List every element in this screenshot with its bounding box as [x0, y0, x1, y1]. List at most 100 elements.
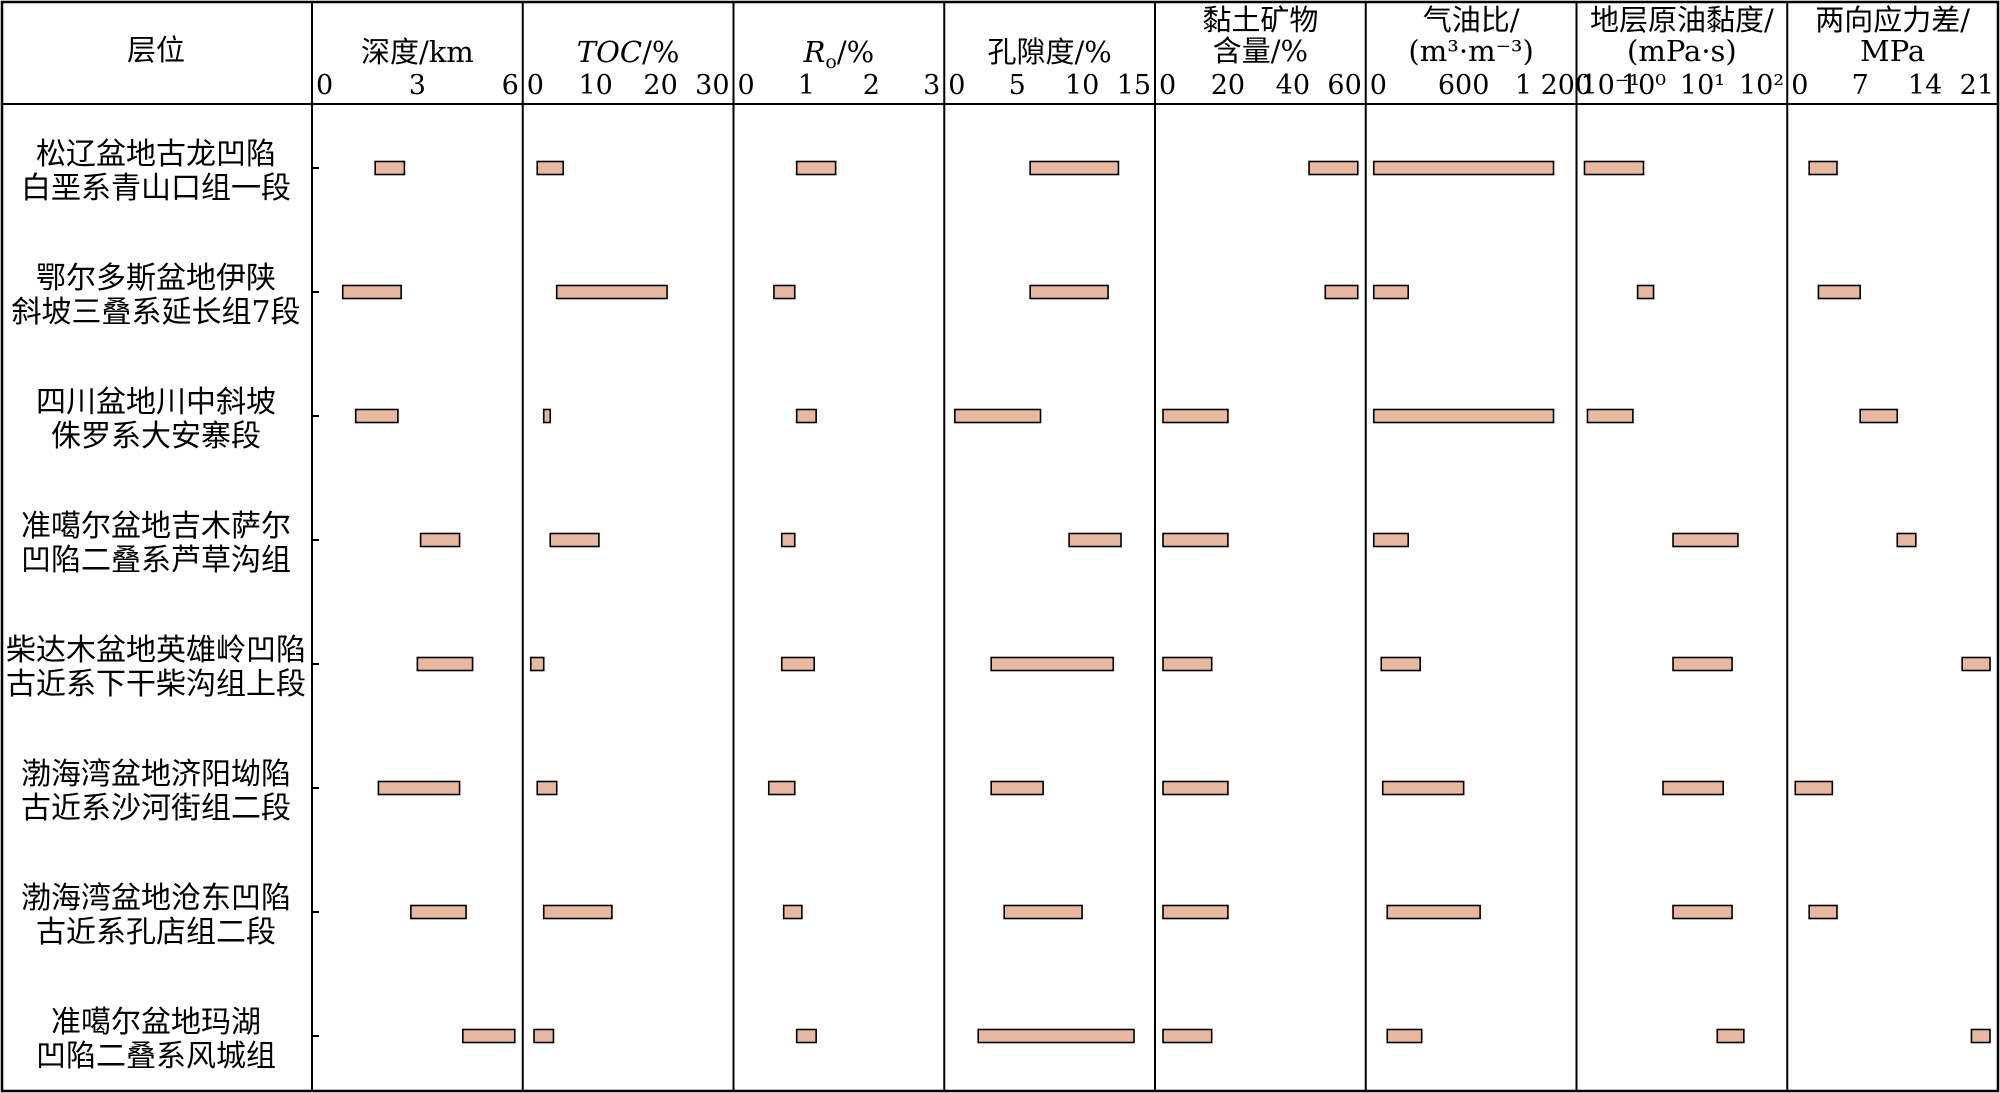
axis-tick-label: 0: [527, 70, 544, 101]
range-bar: [767, 780, 796, 796]
range-bar: [1672, 904, 1733, 920]
range-bar: [529, 656, 545, 672]
range-bar: [1636, 284, 1655, 300]
range-bar: [419, 532, 461, 548]
axis-tick-label: 10⁻¹: [1581, 70, 1640, 101]
range-bar: [1162, 532, 1229, 548]
range-bar: [1817, 284, 1861, 300]
row-label-line: 准噶尔盆地玛湖: [51, 1005, 261, 1040]
range-bar: [462, 1028, 516, 1044]
axis-tick-label: 15: [1117, 70, 1151, 101]
axis-tick-label: 3: [409, 70, 426, 101]
range-bar: [1672, 532, 1739, 548]
range-bar: [1162, 904, 1229, 920]
panel-title-line: 地层原油黏度/: [1590, 3, 1774, 37]
range-bar: [1961, 656, 1991, 672]
axis-tick-label: 6: [502, 70, 519, 101]
axis-tick-label: 14: [1908, 70, 1942, 101]
axis-tick-label: 10²: [1739, 70, 1784, 101]
row-label-group: 松辽盆地古龙凹陷白垩系青山口组一段鄂尔多斯盆地伊陕斜坡三叠系延长组7段四川盆地川…: [6, 137, 306, 1074]
range-bar: [1716, 1028, 1745, 1044]
range-bar: [341, 284, 402, 300]
axis-tick-label: 5: [1009, 70, 1026, 101]
axis-tick-label: 20: [1211, 70, 1245, 101]
range-bar: [1386, 904, 1481, 920]
range-bar: [795, 408, 817, 424]
range-bar: [1381, 780, 1465, 796]
range-bar: [1372, 408, 1555, 424]
row-label-line: 鄂尔多斯盆地伊陕: [36, 261, 276, 296]
range-bar: [1162, 780, 1229, 796]
range-bar: [377, 780, 461, 796]
range-bar: [1029, 160, 1120, 176]
axis-tick-label: 10⁰: [1621, 70, 1666, 101]
panel-title-line: (mPa·s): [1627, 34, 1737, 68]
axis-tick-label: 0: [948, 70, 965, 101]
range-bar: [1586, 408, 1634, 424]
axis-tick-label: 2: [863, 70, 880, 101]
range-bar: [542, 408, 552, 424]
axis-tick-label: 10: [578, 70, 612, 101]
panel-title: Ro/%: [803, 35, 875, 73]
row-label-line: 柴达木盆地英雄岭凹陷: [6, 633, 306, 668]
axis-tick-label: 7: [1852, 70, 1869, 101]
axis-tick-label: 0: [316, 70, 333, 101]
axis-tick-label: 1 200: [1515, 70, 1592, 101]
row-label-line: 准噶尔盆地吉木萨尔: [21, 509, 291, 544]
axis-tick-label: 10: [1065, 70, 1099, 101]
range-bar: [533, 1028, 555, 1044]
range-bar: [536, 780, 558, 796]
row-label-line: 凹陷二叠系风城组: [36, 1039, 276, 1074]
range-bar: [1970, 1028, 1991, 1044]
row-label-line: 侏罗系大安寨段: [51, 419, 261, 454]
range-bar: [542, 904, 613, 920]
range-bar: [1380, 656, 1421, 672]
range-bar: [780, 656, 816, 672]
range-bar: [1372, 284, 1410, 300]
panel-title-line: MPa: [1860, 34, 1925, 68]
range-bar: [1896, 532, 1917, 548]
axis-tick-label: 1: [798, 70, 815, 101]
range-bar: [1808, 904, 1838, 920]
range-bar: [977, 1028, 1135, 1044]
axis-tick-label: 0: [1159, 70, 1176, 101]
row-label-line: 古近系下干柴沟组上段: [6, 667, 306, 702]
row-label-line: 古近系沙河街组二段: [21, 791, 291, 826]
row-label-line: 四川盆地川中斜坡: [36, 385, 276, 420]
range-bar: [1372, 160, 1555, 176]
row-label-line: 古近系孔店组二段: [36, 915, 276, 950]
panel-title-line: 黏土矿物: [1202, 3, 1318, 37]
row-label-line: 松辽盆地古龙凹陷: [36, 137, 276, 172]
range-bar: [1003, 904, 1083, 920]
range-bar: [990, 656, 1115, 672]
panel-title-line: 两向应力差/: [1815, 3, 1970, 37]
range-bar: [773, 284, 796, 300]
range-bar: [1662, 780, 1724, 796]
layer-column-header: 层位: [127, 33, 185, 67]
panel-title: 孔隙度/%: [987, 35, 1111, 69]
axis-tick-label: 0: [1370, 70, 1387, 101]
axis-tick-label: 10¹: [1680, 70, 1725, 101]
range-bar: [1794, 780, 1834, 796]
panel-title-line: (m³·m⁻³): [1408, 34, 1533, 68]
range-bar: [1324, 284, 1359, 300]
row-label-line: 渤海湾盆地济阳坳陷: [21, 757, 291, 792]
range-bar: [1162, 656, 1213, 672]
axis-tick-label: 20: [643, 70, 677, 101]
axis-tick-label: 3: [923, 70, 940, 101]
row-label-line: 凹陷二叠系芦草沟组: [21, 543, 291, 578]
axis-tick-label: 600: [1438, 70, 1490, 101]
range-bar: [1162, 408, 1229, 424]
panel-title: 深度/km: [361, 35, 474, 69]
row-label-line: 斜坡三叠系延长组7段: [11, 295, 300, 330]
range-bar: [374, 160, 406, 176]
range-bar: [1386, 1028, 1423, 1044]
range-bar: [1859, 408, 1899, 424]
range-bar: [1583, 160, 1645, 176]
range-bar: [549, 532, 600, 548]
range-bar: [1068, 532, 1122, 548]
axis-tick-label: 30: [695, 70, 729, 101]
panel-title-line: 含量/%: [1213, 34, 1308, 68]
row-label-line: 渤海湾盆地沧东凹陷: [21, 881, 291, 916]
